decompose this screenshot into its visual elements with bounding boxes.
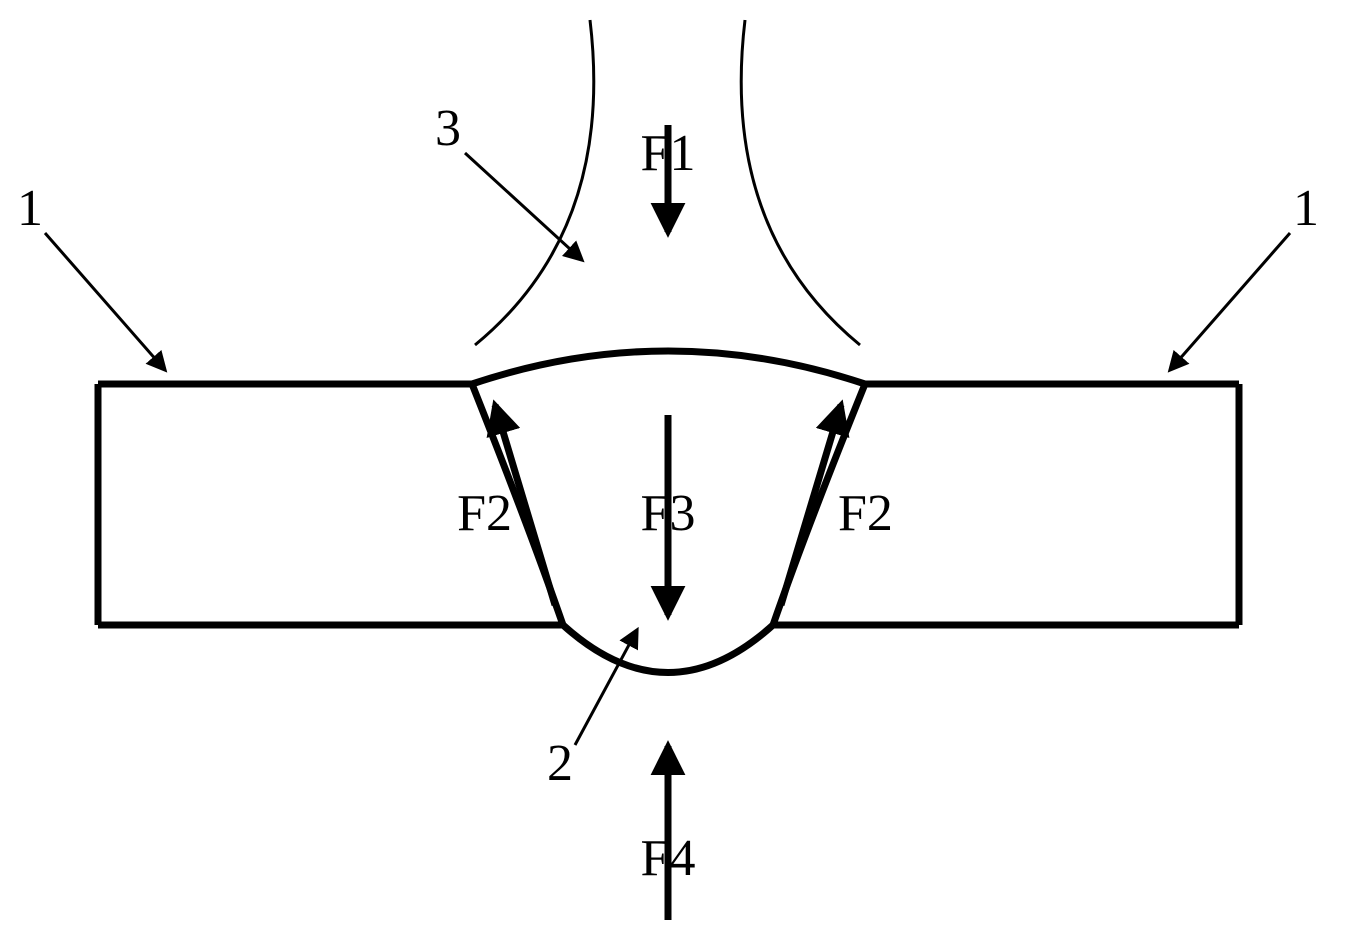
label-f2-left: F2 [457, 485, 512, 542]
label-f1: F1 [641, 125, 696, 182]
weld-top-arc [472, 351, 865, 384]
label-1-left: 1 [17, 180, 43, 237]
label-1-right: 1 [1293, 180, 1319, 237]
label-3: 3 [435, 100, 461, 157]
arc-curve-left [475, 20, 594, 345]
label-f2-right: F2 [838, 485, 893, 542]
leader-3 [465, 153, 582, 260]
arc-curve-right [741, 20, 860, 345]
leader-1-right [1170, 233, 1290, 370]
leader-2 [575, 630, 637, 745]
leader-1-left [45, 233, 165, 370]
force-f2-right-arrow [781, 405, 841, 605]
welding-force-diagram: F1 F2 F2 F3 F4 1 1 2 3 [0, 0, 1351, 952]
label-f3: F3 [641, 485, 696, 542]
label-2: 2 [547, 735, 573, 792]
label-f4: F4 [641, 830, 696, 887]
weld-bottom-arc [563, 625, 773, 673]
